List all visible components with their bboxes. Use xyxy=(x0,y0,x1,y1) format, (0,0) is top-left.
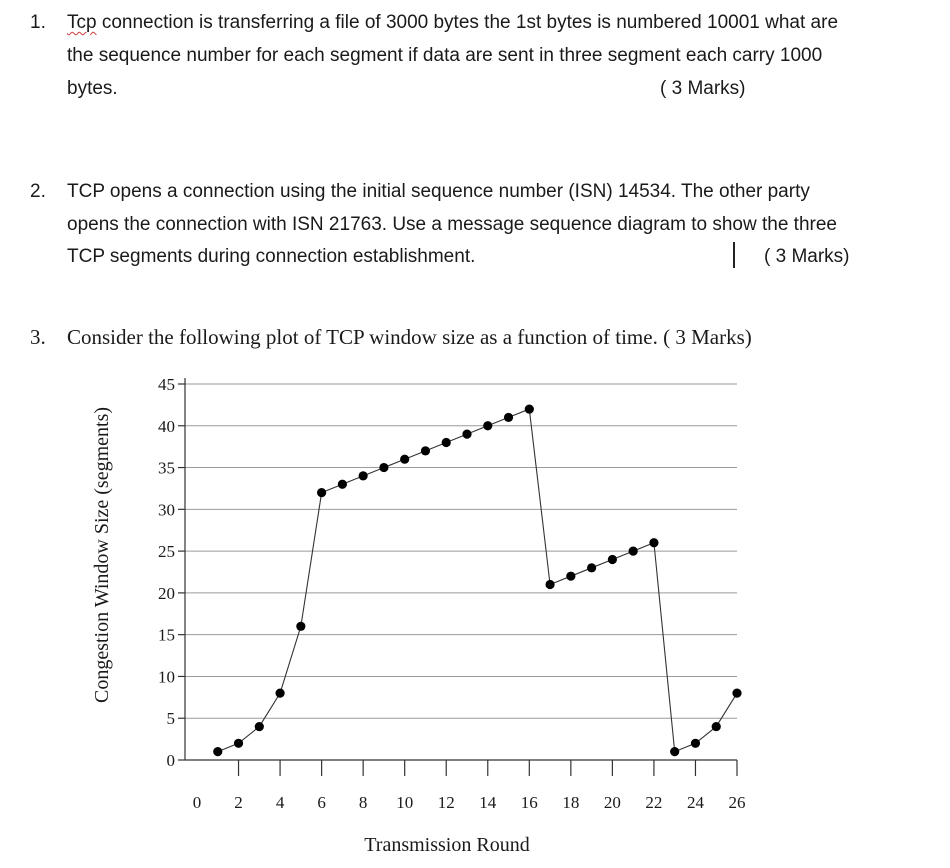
question-1-line-3: bytes. xyxy=(67,78,118,99)
data-point xyxy=(254,721,264,732)
misspelled-word: Tcp xyxy=(67,12,97,33)
data-point xyxy=(628,546,638,556)
y-tick-label: 0 xyxy=(167,751,176,770)
y-tick-label: 5 xyxy=(167,709,176,728)
question-2-line-2: opens the connection with ISN 21763. Use… xyxy=(67,214,837,235)
chart-x-ticks: 0 2 4 6 8 10 12 14 16 18 20 22 24 26 xyxy=(193,760,746,812)
data-point xyxy=(296,621,306,631)
y-tick-label: 20 xyxy=(158,584,175,603)
x-tick-label: 14 xyxy=(479,793,497,812)
series-line xyxy=(217,408,738,753)
text-cursor xyxy=(733,242,735,268)
question-2-line-3: TCP segments during connection establish… xyxy=(67,246,476,267)
data-point xyxy=(483,421,493,431)
x-tick-label: 12 xyxy=(438,793,455,812)
data-point xyxy=(233,738,244,748)
y-tick-label: 30 xyxy=(158,500,175,519)
chart-axes xyxy=(184,378,737,761)
x-tick-label: 22 xyxy=(645,793,662,812)
x-tick-label: 20 xyxy=(604,793,621,812)
x-tick-label: 8 xyxy=(359,793,368,812)
data-point xyxy=(587,563,597,573)
data-point xyxy=(462,429,472,439)
question-1-marks: ( 3 Marks) xyxy=(660,78,746,99)
data-point xyxy=(690,738,701,748)
x-tick-label: 2 xyxy=(234,793,243,812)
question-2-line-1: TCP opens a connection using the initial… xyxy=(67,181,810,202)
chart-y-axis-label: Congestion Window Size (segments) xyxy=(91,407,113,703)
data-point xyxy=(732,688,742,698)
question-3-line-1: Consider the following plot of TCP windo… xyxy=(67,325,752,349)
question-1-line-1: Tcp connection is transferring a file of… xyxy=(67,12,838,34)
x-tick-label: 0 xyxy=(193,793,202,812)
data-point xyxy=(711,721,721,732)
data-point xyxy=(649,538,659,548)
data-point xyxy=(670,747,680,757)
x-tick-label: 26 xyxy=(729,793,746,812)
data-point xyxy=(337,479,347,489)
data-point xyxy=(400,454,410,464)
data-point xyxy=(545,579,555,590)
question-1-line-1-text: connection is transferring a file of 300… xyxy=(96,12,839,33)
data-point xyxy=(379,462,389,473)
chart-x-axis-label: Transmission Round xyxy=(364,834,529,856)
question-3-number: 3. xyxy=(30,325,46,349)
x-tick-label: 18 xyxy=(562,793,579,812)
question-1-line-2: the sequence number for each segment if … xyxy=(67,45,823,66)
x-tick-label: 4 xyxy=(276,793,285,812)
data-point xyxy=(420,446,431,456)
data-point xyxy=(358,471,368,481)
chart-y-ticks: 0 5 10 15 20 25 30 35 40 45 xyxy=(158,375,185,770)
x-tick-label: 10 xyxy=(396,793,413,812)
y-tick-label: 10 xyxy=(158,667,175,686)
y-tick-label: 25 xyxy=(158,542,175,561)
y-tick-label: 45 xyxy=(158,375,175,394)
x-tick-label: 16 xyxy=(521,793,538,812)
question-2-marks: ( 3 Marks) xyxy=(764,246,850,267)
y-tick-label: 15 xyxy=(158,626,175,645)
data-point xyxy=(524,404,534,414)
chart-gridlines xyxy=(185,383,737,719)
data-point xyxy=(275,688,285,698)
data-point xyxy=(566,571,576,581)
question-2-number: 2. xyxy=(30,181,46,202)
chart-series xyxy=(213,404,742,757)
x-tick-label: 24 xyxy=(687,793,705,812)
data-point xyxy=(441,437,451,448)
x-tick-label: 6 xyxy=(317,793,326,812)
question-1-number: 1. xyxy=(30,12,46,33)
data-point xyxy=(317,488,327,498)
data-point xyxy=(213,747,223,757)
y-tick-label: 35 xyxy=(158,459,175,478)
data-point xyxy=(503,412,514,423)
data-point xyxy=(607,554,617,565)
y-tick-label: 40 xyxy=(158,417,175,436)
